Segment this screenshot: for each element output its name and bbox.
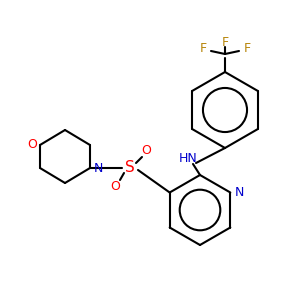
Text: F: F bbox=[200, 43, 207, 56]
Text: O: O bbox=[141, 145, 151, 158]
Text: O: O bbox=[27, 139, 37, 152]
Text: HN: HN bbox=[178, 152, 197, 166]
Text: S: S bbox=[125, 160, 135, 175]
Text: N: N bbox=[235, 186, 244, 199]
Text: N: N bbox=[93, 161, 103, 175]
Text: F: F bbox=[243, 43, 250, 56]
Text: O: O bbox=[110, 179, 120, 193]
Text: F: F bbox=[221, 35, 229, 49]
